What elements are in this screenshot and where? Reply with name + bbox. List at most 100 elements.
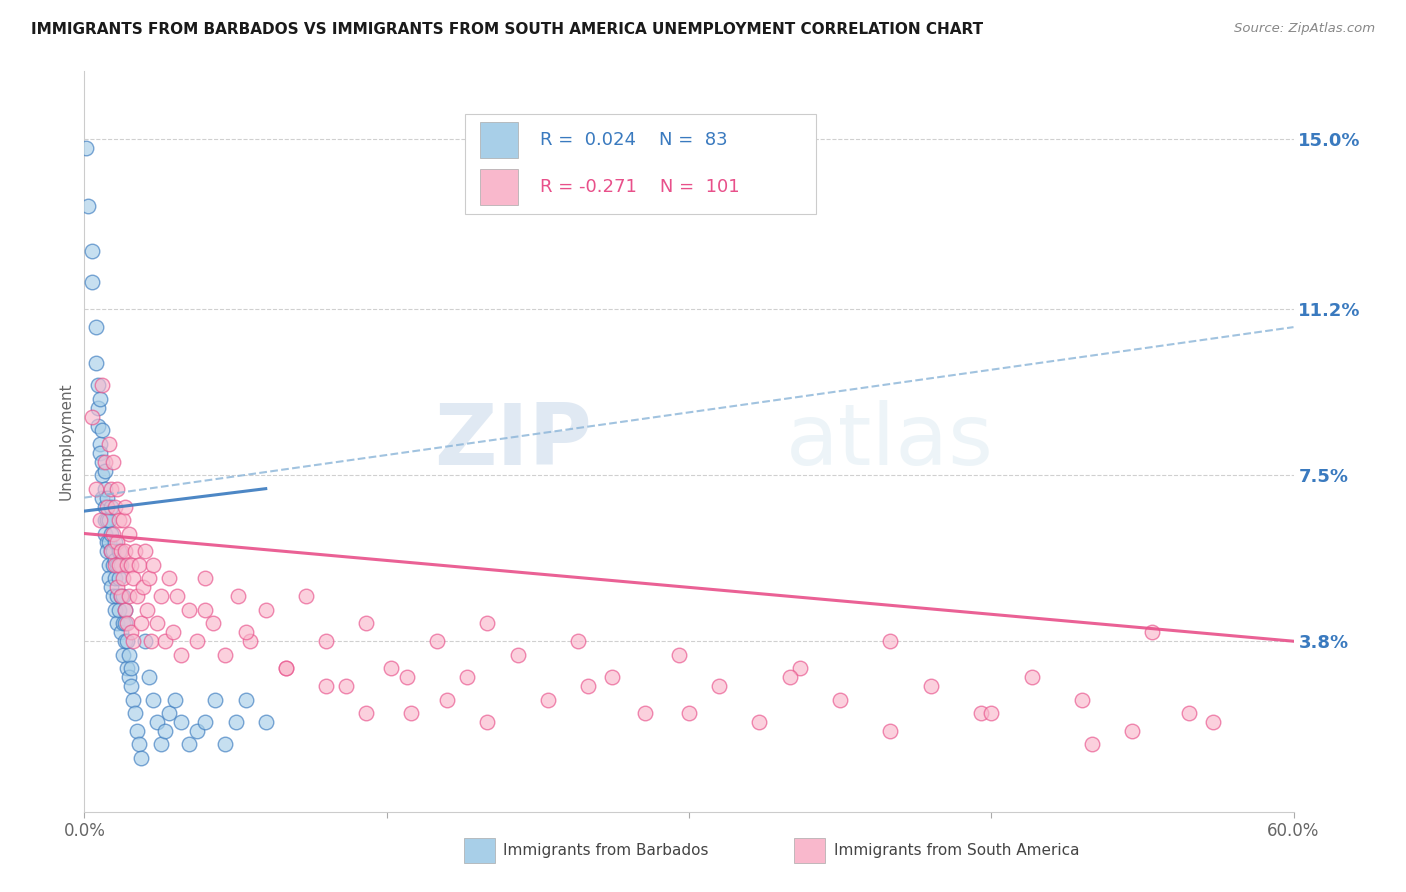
Point (1142, 625, 1164, 640)
Point (97, 558, 120, 572)
Point (111, 616, 134, 631)
Point (789, 661, 811, 675)
Point (89, 437, 111, 451)
Point (105, 616, 128, 631)
Point (100, 500, 122, 514)
Point (93, 500, 115, 514)
Text: atlas: atlas (786, 400, 994, 483)
FancyBboxPatch shape (465, 113, 815, 213)
Point (506, 648, 529, 662)
Point (633, 706, 655, 720)
Point (111, 590, 134, 604)
Point (104, 535, 127, 549)
Point (93, 482, 115, 496)
Point (114, 603, 136, 617)
Point (121, 571, 143, 585)
Point (204, 692, 226, 706)
Point (1202, 714, 1225, 729)
Point (436, 692, 458, 706)
Point (86, 482, 108, 496)
Point (162, 625, 184, 640)
Point (125, 723, 148, 738)
Point (110, 590, 132, 604)
Point (107, 603, 129, 617)
Point (118, 670, 141, 684)
Point (129, 616, 152, 631)
Point (194, 571, 217, 585)
Point (114, 500, 136, 514)
Point (315, 634, 337, 648)
Point (100, 544, 122, 558)
Point (89, 446, 111, 460)
Point (129, 751, 152, 765)
Point (115, 616, 138, 631)
Point (125, 590, 148, 604)
Point (668, 648, 690, 662)
Point (110, 625, 132, 640)
Point (124, 706, 146, 720)
Point (101, 590, 124, 604)
Point (186, 634, 208, 648)
Point (91, 378, 114, 392)
Point (1121, 723, 1143, 738)
Point (118, 590, 141, 604)
Text: R =  0.024    N =  83: R = 0.024 N = 83 (540, 131, 728, 149)
Point (142, 692, 165, 706)
Point (93, 513, 115, 527)
Point (111, 648, 134, 662)
Point (100, 526, 122, 541)
Point (226, 590, 249, 604)
Point (82, 244, 104, 258)
Point (107, 571, 129, 585)
Point (100, 482, 122, 496)
Point (157, 706, 180, 720)
Point (96, 535, 118, 549)
Point (124, 544, 146, 558)
Point (214, 738, 236, 752)
Point (1177, 706, 1199, 720)
Point (104, 500, 127, 514)
Point (82, 275, 104, 289)
Point (91, 491, 114, 505)
Point (149, 590, 172, 604)
Point (356, 706, 378, 720)
Point (135, 603, 157, 617)
Text: R = -0.271    N =  101: R = -0.271 N = 101 (540, 178, 740, 196)
Point (1021, 670, 1043, 684)
Point (87, 401, 110, 415)
Point (107, 558, 129, 572)
Point (104, 558, 127, 572)
Point (96, 500, 118, 514)
Point (170, 714, 193, 729)
Point (132, 580, 155, 594)
Point (114, 634, 136, 648)
Text: Immigrants from Barbados: Immigrants from Barbados (503, 843, 709, 857)
Point (115, 558, 138, 572)
Point (149, 738, 172, 752)
Point (118, 526, 141, 541)
Point (114, 603, 136, 617)
Point (86, 356, 108, 370)
Point (235, 692, 257, 706)
Point (426, 634, 449, 648)
Point (830, 692, 852, 706)
Point (97, 437, 120, 451)
Point (75, 141, 97, 155)
Point (86, 320, 108, 334)
Point (254, 603, 277, 617)
Point (100, 580, 122, 594)
Point (120, 558, 142, 572)
Point (96, 544, 118, 558)
Point (165, 692, 187, 706)
Point (602, 670, 624, 684)
Point (104, 553, 127, 567)
Point (146, 714, 169, 729)
Point (97, 513, 120, 527)
Point (335, 679, 357, 693)
Point (105, 590, 128, 604)
Point (110, 544, 132, 558)
Point (89, 513, 111, 527)
Point (537, 692, 560, 706)
Point (1081, 738, 1104, 752)
Point (202, 616, 225, 631)
